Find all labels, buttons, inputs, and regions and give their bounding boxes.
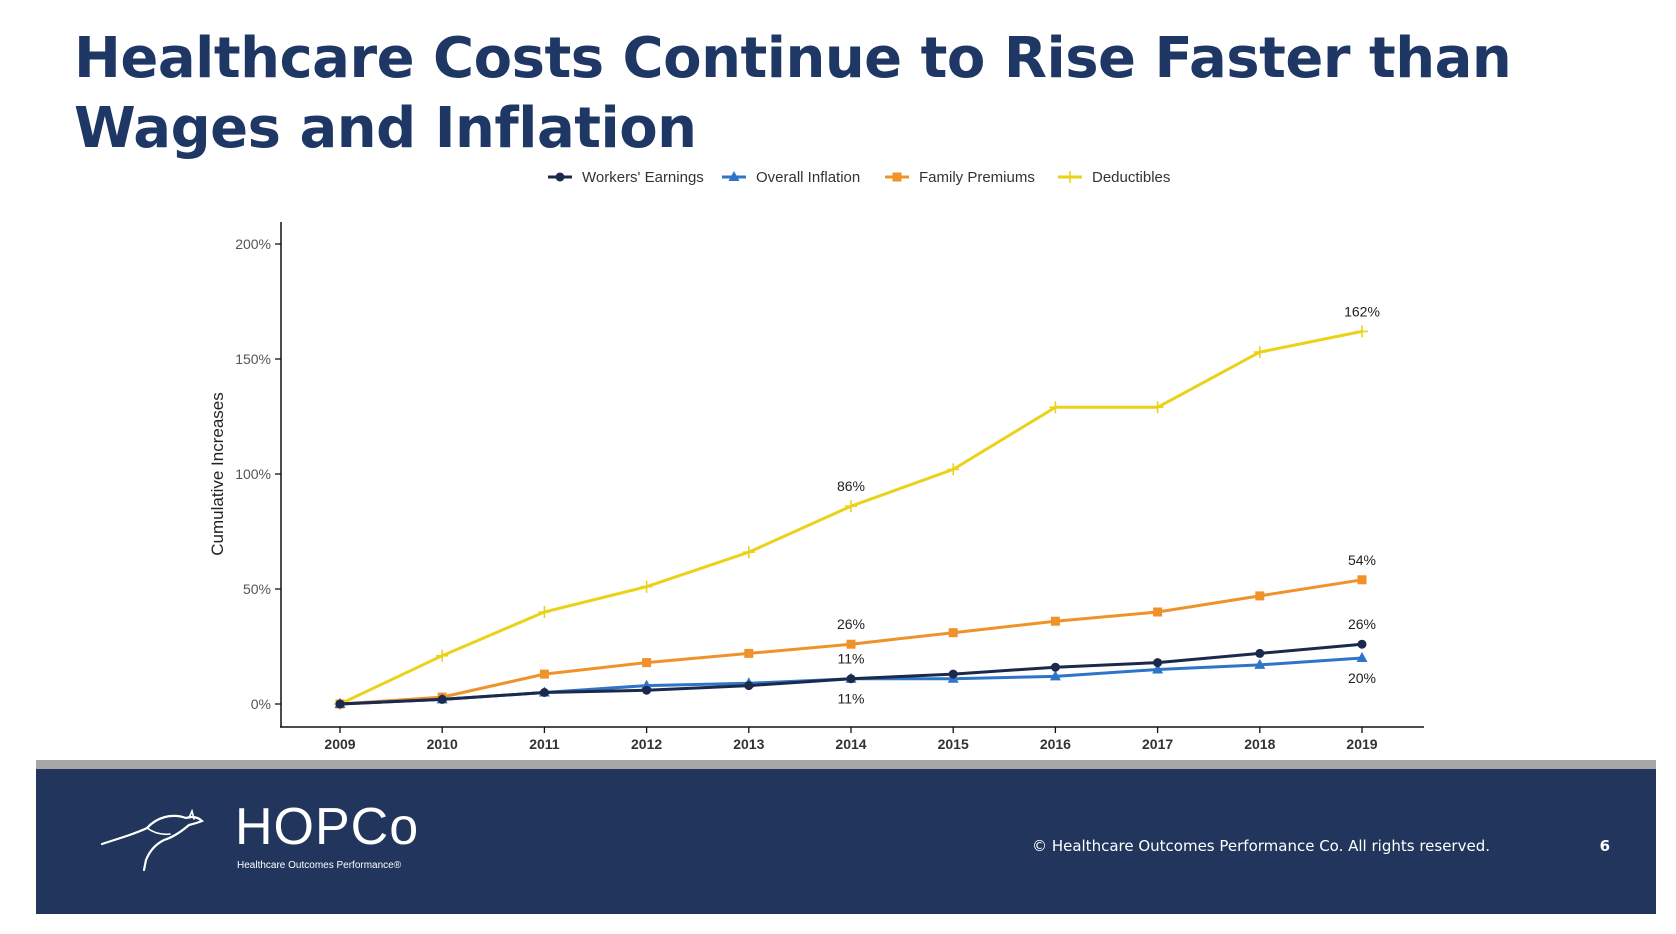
legend-item-overall-inflation: Overall Inflation: [722, 169, 860, 186]
point-deductibles: [742, 546, 755, 559]
footer-bar: HOPCo Healthcare Outcomes Performance® ©…: [36, 769, 1656, 914]
copyright-text: © Healthcare Outcomes Performance Co. Al…: [1032, 837, 1490, 855]
legend-item-workers-earnings: Workers' Earnings: [548, 169, 704, 186]
data-label: 26%: [1348, 616, 1376, 632]
y-tick-label: 100%: [235, 466, 271, 482]
point-workers-earnings: [335, 699, 345, 709]
point-workers-earnings: [1255, 648, 1265, 658]
point-family-premiums: [539, 669, 549, 679]
point-workers-earnings: [539, 688, 549, 697]
point-family-premiums: [642, 658, 652, 668]
series-workers-earnings: [335, 639, 1367, 709]
x-tick-label: 2016: [1040, 736, 1071, 752]
point-family-premiums: [948, 628, 958, 638]
slide-title: Healthcare Costs Continue to Rise Faster…: [74, 26, 1512, 161]
point-deductibles: [947, 463, 960, 476]
x-tick-label: 2012: [631, 736, 662, 752]
y-axis-label: Cumulative Increases: [208, 392, 227, 555]
data-label: 54%: [1348, 552, 1376, 568]
logo-name: HOPCo: [235, 798, 420, 856]
x-tick-label: 2011: [529, 736, 560, 752]
point-workers-earnings: [744, 681, 754, 691]
point-family-premiums: [1050, 616, 1060, 626]
data-label: 162%: [1344, 303, 1380, 319]
chart-legend: Workers' Earnings Overall Inflation Family…: [548, 169, 1170, 186]
point-deductibles: [1356, 325, 1368, 338]
legend-marker: [728, 171, 740, 181]
y-tick-label: 50%: [243, 581, 271, 597]
point-overall-inflation: [1049, 670, 1061, 681]
point-family-premiums: [1357, 575, 1367, 585]
legend-marker: [1064, 171, 1076, 183]
point-overall-inflation: [1356, 652, 1368, 662]
point-deductibles: [436, 649, 449, 662]
point-family-premiums: [1255, 591, 1265, 601]
point-overall-inflation: [1254, 658, 1266, 669]
point-workers-earnings: [437, 694, 447, 704]
point-family-premiums: [1153, 607, 1163, 617]
point-workers-earnings: [1050, 662, 1060, 672]
y-tick-label: 200%: [235, 236, 271, 252]
data-label: 26%: [837, 616, 865, 632]
point-family-premiums: [744, 648, 754, 658]
x-tick-label: 2010: [427, 736, 458, 752]
logo-tagline: Healthcare Outcomes Performance®: [237, 860, 402, 871]
point-workers-earnings: [948, 669, 958, 679]
legend-label: Deductibles: [1092, 169, 1170, 186]
series-family-premiums: [335, 575, 1367, 709]
x-tick-label: 2018: [1244, 736, 1275, 752]
x-tick-label: 2013: [733, 736, 764, 752]
y-tick-label: 150%: [235, 351, 271, 367]
line-chart: Workers' Earnings Overall Inflation Family…: [208, 169, 1424, 752]
x-tick-label: 2009: [324, 736, 355, 752]
point-family-premiums: [846, 639, 856, 649]
point-workers-earnings: [642, 685, 652, 695]
legend-label: Overall Inflation: [756, 169, 860, 186]
axis-ticks: 0% 50% 100% 150% 200% 2009 2010 2011 2012 2013 201…: [235, 236, 1378, 752]
legend-label: Workers' Earnings: [582, 169, 704, 186]
point-deductibles: [538, 606, 551, 618]
chart-series: [334, 325, 1368, 710]
legend-item-family-premiums: Family Premiums: [885, 169, 1035, 186]
page-number: 6: [1599, 837, 1610, 855]
point-overall-inflation: [1152, 663, 1164, 674]
legend-label: Family Premiums: [919, 169, 1035, 186]
kangaroo-logo-icon: [100, 809, 204, 872]
x-tick-label: 2019: [1346, 736, 1377, 752]
point-deductibles: [640, 580, 653, 593]
chart-annotations: 86% 162% 26% 54% 11% 26% 11% 20%: [837, 303, 1380, 706]
data-label: 11%: [838, 691, 865, 707]
data-label: 20%: [1348, 670, 1376, 686]
y-tick-label: 0%: [251, 696, 271, 712]
x-tick-label: 2014: [835, 736, 866, 752]
point-deductibles: [845, 500, 857, 513]
data-label: 11%: [838, 651, 865, 667]
footer-divider: [36, 760, 1656, 769]
legend-marker: [892, 172, 902, 182]
point-deductibles: [1049, 401, 1062, 414]
point-workers-earnings: [1153, 658, 1163, 668]
point-deductibles: [1151, 401, 1164, 414]
x-tick-label: 2017: [1142, 736, 1173, 752]
point-deductibles: [1253, 346, 1266, 359]
legend-marker: [555, 172, 565, 182]
data-label: 86%: [837, 478, 865, 494]
point-workers-earnings: [1357, 639, 1367, 649]
point-workers-earnings: [846, 674, 856, 684]
x-tick-label: 2015: [938, 736, 969, 752]
legend-item-deductibles: Deductibles: [1058, 169, 1170, 186]
